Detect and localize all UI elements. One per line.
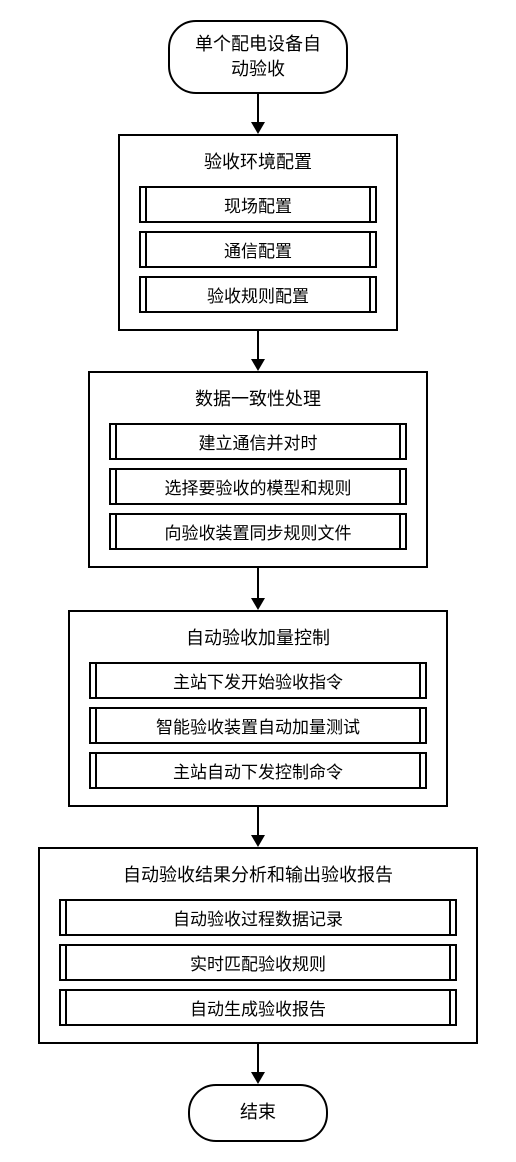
arrow-5	[251, 1044, 265, 1084]
step-2-title: 数据一致性处理	[195, 385, 321, 411]
step-3-box: 自动验收加量控制 主站下发开始验收指令 智能验收装置自动加量测试 主站自动下发控…	[68, 610, 448, 807]
step-3-item-2: 智能验收装置自动加量测试	[89, 707, 427, 744]
step-1-box: 验收环境配置 现场配置 通信配置 验收规则配置	[118, 134, 398, 331]
step-4-item-3: 自动生成验收报告	[59, 989, 457, 1026]
step-2-item-1: 建立通信并对时	[109, 423, 407, 460]
end-terminator: 结束	[188, 1084, 328, 1141]
step-2-box: 数据一致性处理 建立通信并对时 选择要验收的模型和规则 向验收装置同步规则文件	[88, 371, 428, 568]
arrow-4	[251, 807, 265, 847]
start-label-2: 动验收	[194, 57, 322, 82]
step-2-item-3: 向验收装置同步规则文件	[109, 513, 407, 550]
flowchart: 单个配电设备自 动验收 验收环境配置 现场配置 通信配置 验收规则配置 数据一致…	[38, 20, 478, 1142]
step-1-title: 验收环境配置	[204, 148, 312, 174]
step-1-item-1: 现场配置	[139, 186, 377, 223]
step-4-item-1: 自动验收过程数据记录	[59, 899, 457, 936]
step-4-box: 自动验收结果分析和输出验收报告 自动验收过程数据记录 实时匹配验收规则 自动生成…	[38, 847, 478, 1044]
arrow-1	[251, 94, 265, 134]
arrow-3	[251, 568, 265, 610]
step-3-item-3: 主站自动下发控制命令	[89, 752, 427, 789]
step-4-item-2: 实时匹配验收规则	[59, 944, 457, 981]
step-1-item-2: 通信配置	[139, 231, 377, 268]
start-terminator: 单个配电设备自 动验收	[168, 20, 348, 94]
start-label-1: 单个配电设备自	[194, 32, 322, 57]
step-4-title: 自动验收结果分析和输出验收报告	[123, 861, 393, 887]
step-3-title: 自动验收加量控制	[186, 624, 330, 650]
step-2-item-2: 选择要验收的模型和规则	[109, 468, 407, 505]
step-3-item-1: 主站下发开始验收指令	[89, 662, 427, 699]
step-1-item-3: 验收规则配置	[139, 276, 377, 313]
arrow-2	[251, 331, 265, 371]
end-label: 结束	[230, 1100, 286, 1125]
